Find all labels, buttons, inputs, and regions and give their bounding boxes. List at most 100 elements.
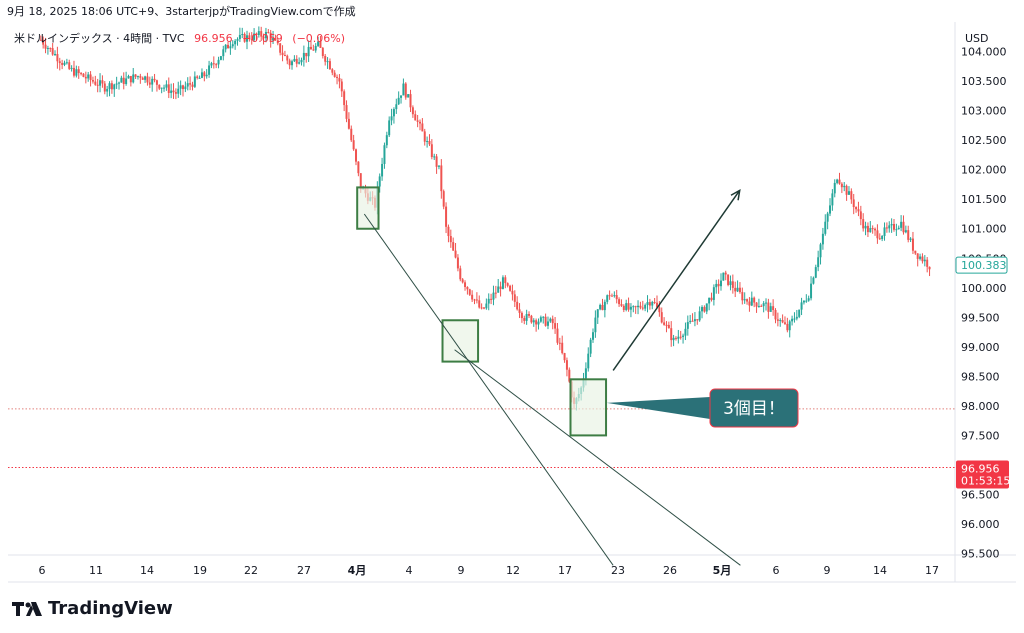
support-box-2[interactable]: [441, 319, 480, 363]
x-tick-label: 6: [39, 564, 46, 577]
candle-down: [58, 61, 61, 64]
candle-down: [445, 206, 448, 227]
candle-up: [307, 46, 310, 57]
candle-up: [170, 90, 173, 93]
candle-down: [746, 299, 749, 302]
candle-up: [127, 76, 130, 79]
candle-down: [902, 221, 905, 233]
callout-box[interactable]: [709, 388, 799, 428]
candle-down: [520, 312, 523, 319]
candle-up: [193, 76, 196, 87]
candle-down: [556, 328, 559, 343]
candle-up: [637, 305, 640, 308]
candle-down: [328, 61, 331, 70]
candle-up: [826, 213, 829, 222]
candle-down: [907, 230, 910, 240]
candle-up: [151, 78, 154, 85]
candle-down: [776, 319, 779, 321]
candle-down: [312, 49, 315, 51]
callout-label: 3個目！: [723, 399, 785, 419]
candle-down: [409, 94, 412, 108]
candle-up: [46, 48, 49, 50]
candle-down: [774, 310, 777, 320]
candle-up: [719, 280, 722, 287]
candle-down: [530, 315, 533, 323]
candle-down: [783, 322, 786, 324]
candle-up: [847, 191, 850, 195]
candle-up: [592, 332, 595, 340]
bar-countdown: 01:53:15: [961, 475, 1010, 488]
price-chart[interactable]: 3個目！ 104.000 103.500 103.000 102.500 102.000…: [0, 0, 1024, 585]
candle-down: [490, 298, 493, 300]
candle-down: [665, 324, 668, 326]
candle-up: [762, 303, 765, 307]
candle-down: [94, 81, 97, 85]
x-tick-label: 6: [773, 564, 780, 577]
candle-up: [686, 322, 689, 329]
candle-down: [279, 43, 282, 53]
currency-label[interactable]: USD: [965, 32, 989, 45]
candle-up: [437, 165, 440, 167]
candle-down: [866, 225, 869, 233]
candle-up: [843, 185, 846, 188]
support-box-1[interactable]: [356, 186, 380, 230]
candle-up: [426, 141, 429, 143]
legend-price: 96.956: [194, 32, 233, 45]
tradingview-logo[interactable]: TradingView: [12, 598, 173, 619]
uptrend-arrow[interactable]: [612, 189, 741, 371]
candle-down: [857, 209, 860, 212]
trend-line-2[interactable]: [454, 349, 741, 566]
candle-down: [42, 39, 45, 45]
candle-down: [148, 82, 151, 85]
legend-change-pct: (−0.06%): [292, 32, 346, 45]
candle-down: [440, 165, 443, 192]
candle-down: [101, 80, 104, 84]
candle-down: [68, 62, 71, 69]
trend-line-1[interactable]: [363, 213, 614, 566]
candle-down: [667, 324, 670, 329]
candle-up: [317, 41, 320, 46]
candle-up: [599, 304, 602, 310]
candle-down: [449, 236, 452, 243]
candle-up: [831, 193, 834, 206]
candle-up: [65, 62, 68, 64]
candle-up: [814, 267, 817, 278]
candle-up: [606, 295, 609, 302]
candle-up: [407, 94, 410, 98]
candle-up: [698, 311, 701, 321]
support-box-3[interactable]: [569, 378, 608, 437]
candle-down: [122, 77, 125, 84]
candle-up: [300, 59, 303, 63]
x-tick-label: 27: [297, 564, 311, 577]
candle-down: [760, 305, 763, 307]
candle-down: [350, 128, 353, 141]
candle-up: [383, 145, 386, 164]
candle-up: [812, 277, 815, 284]
candle-up: [200, 72, 203, 78]
candle-down: [513, 294, 516, 302]
candle-down: [660, 312, 663, 323]
candle-up: [693, 319, 696, 322]
candle-down: [674, 337, 677, 339]
candle-up: [433, 156, 436, 158]
candle-down: [191, 84, 194, 87]
candle-down: [845, 185, 848, 195]
candle-down: [641, 307, 644, 309]
candle-up: [923, 259, 926, 262]
candle-down: [914, 250, 917, 254]
legend-change: −0.059: [242, 32, 283, 45]
x-tick-label: 4: [406, 564, 413, 577]
candle-up: [791, 318, 794, 322]
candle-down: [82, 73, 85, 77]
candle-up: [136, 76, 139, 78]
candle-down: [44, 44, 47, 49]
candle-up: [160, 87, 163, 89]
candle-up: [115, 83, 118, 85]
candle-down: [345, 105, 348, 119]
candle-down: [243, 34, 246, 42]
candle-down: [203, 72, 206, 77]
candle-down: [928, 266, 931, 270]
candle-up: [291, 61, 294, 66]
candle-down: [414, 114, 417, 121]
x-tick-label: 12: [506, 564, 520, 577]
